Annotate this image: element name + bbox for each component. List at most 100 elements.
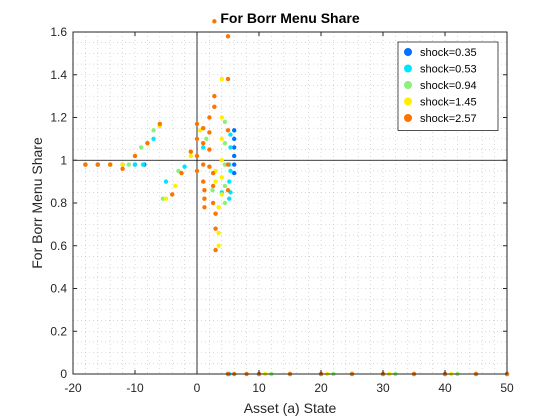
- data-point: [213, 179, 218, 184]
- data-point: [132, 153, 138, 159]
- data-point: [225, 187, 231, 193]
- data-point: [132, 162, 138, 167]
- data-point: [219, 175, 224, 180]
- data-point: [194, 136, 200, 142]
- legend-entry: shock=0.94: [420, 80, 477, 92]
- legend-marker: [404, 114, 412, 122]
- data-point: [227, 196, 232, 201]
- x-tick-label: -10: [126, 381, 144, 395]
- data-point: [176, 168, 181, 174]
- data-point: [227, 179, 232, 184]
- data-point: [194, 121, 200, 127]
- data-point: [228, 168, 233, 174]
- legend-marker: [404, 64, 412, 73]
- data-point: [126, 162, 131, 167]
- y-axis-label: For Borr Menu Share: [29, 137, 45, 269]
- data-point: [210, 187, 215, 193]
- data-point: [228, 132, 233, 137]
- data-point: [213, 226, 218, 231]
- x-tick-label: 40: [438, 381, 452, 395]
- legend-entry: shock=0.53: [420, 64, 477, 76]
- data-point: [225, 162, 231, 167]
- y-tick-label: 0.4: [50, 282, 67, 296]
- data-point: [219, 136, 224, 142]
- data-point: [83, 162, 88, 167]
- data-point: [228, 145, 233, 150]
- data-point: [216, 230, 221, 236]
- data-point: [210, 170, 216, 176]
- data-point: [219, 76, 224, 82]
- data-point: [182, 164, 187, 169]
- data-point: [179, 170, 184, 176]
- data-point: [232, 162, 237, 167]
- data-point: [145, 140, 150, 146]
- data-point: [212, 19, 217, 24]
- data-point: [232, 128, 237, 133]
- data-point: [170, 192, 175, 197]
- data-point: [163, 179, 169, 184]
- data-point: [139, 145, 144, 150]
- data-point: [213, 247, 218, 253]
- data-point: [201, 179, 206, 184]
- data-point: [219, 158, 224, 163]
- x-tick-label: 30: [376, 381, 390, 395]
- legend-entry: shock=0.35: [420, 47, 477, 59]
- data-point: [120, 166, 125, 171]
- legend-entry: shock=1.45: [420, 97, 477, 109]
- y-tick-label: 1: [60, 153, 67, 167]
- data-point: [163, 196, 169, 201]
- data-point: [219, 115, 224, 120]
- data-point: [212, 93, 217, 99]
- data-point: [197, 128, 203, 133]
- data-point: [201, 162, 206, 167]
- data-point: [207, 130, 212, 135]
- data-point: [201, 125, 206, 131]
- data-point: [95, 162, 101, 167]
- data-point: [212, 104, 217, 110]
- data-point: [232, 153, 237, 159]
- y-tick-label: 0.6: [50, 239, 67, 253]
- data-point: [216, 243, 221, 248]
- data-point: [188, 149, 193, 154]
- data-point: [225, 128, 231, 133]
- y-tick-label: 0: [60, 367, 67, 381]
- legend: shock=0.35 shock=0.53 shock=0.94 shock=1.45…: [397, 41, 499, 131]
- minor-grid: [72, 31, 508, 375]
- data-point: [207, 115, 212, 120]
- series-4: [83, 19, 510, 377]
- data-point: [201, 140, 206, 146]
- data-point: [204, 136, 209, 142]
- data-point: [210, 200, 216, 206]
- data-point: [108, 162, 113, 167]
- data-point: [202, 205, 207, 210]
- y-tick-label: 1.6: [50, 25, 67, 39]
- x-tick-label: 10: [252, 381, 266, 395]
- data-point: [222, 140, 228, 146]
- data-point: [232, 170, 237, 176]
- data-point: [202, 196, 207, 201]
- chart-title: For Borr Menu Share: [220, 10, 359, 26]
- data-point: [219, 192, 224, 197]
- data-point: [160, 196, 166, 201]
- data-point: [140, 162, 146, 167]
- data-point: [222, 183, 228, 189]
- data-point: [232, 145, 237, 150]
- y-tick-label: 0.8: [50, 196, 67, 210]
- legend-entry: shock=2.57: [420, 113, 477, 125]
- data-point: [194, 168, 200, 174]
- data-point: [222, 162, 228, 167]
- y-tick-label: 1.2: [50, 111, 67, 125]
- data-point: [157, 121, 162, 127]
- data-point: [201, 145, 206, 150]
- legend-box: [397, 41, 499, 131]
- data-point: [120, 162, 125, 167]
- data-point: [173, 183, 178, 189]
- data-point: [202, 187, 207, 193]
- x-axis-label: Asset (a) State: [244, 400, 337, 416]
- data-point: [225, 76, 231, 82]
- x-tick-label: 20: [314, 381, 328, 395]
- y-tick-label: 0.2: [50, 324, 67, 338]
- data-point: [207, 147, 212, 152]
- data-point: [216, 205, 221, 210]
